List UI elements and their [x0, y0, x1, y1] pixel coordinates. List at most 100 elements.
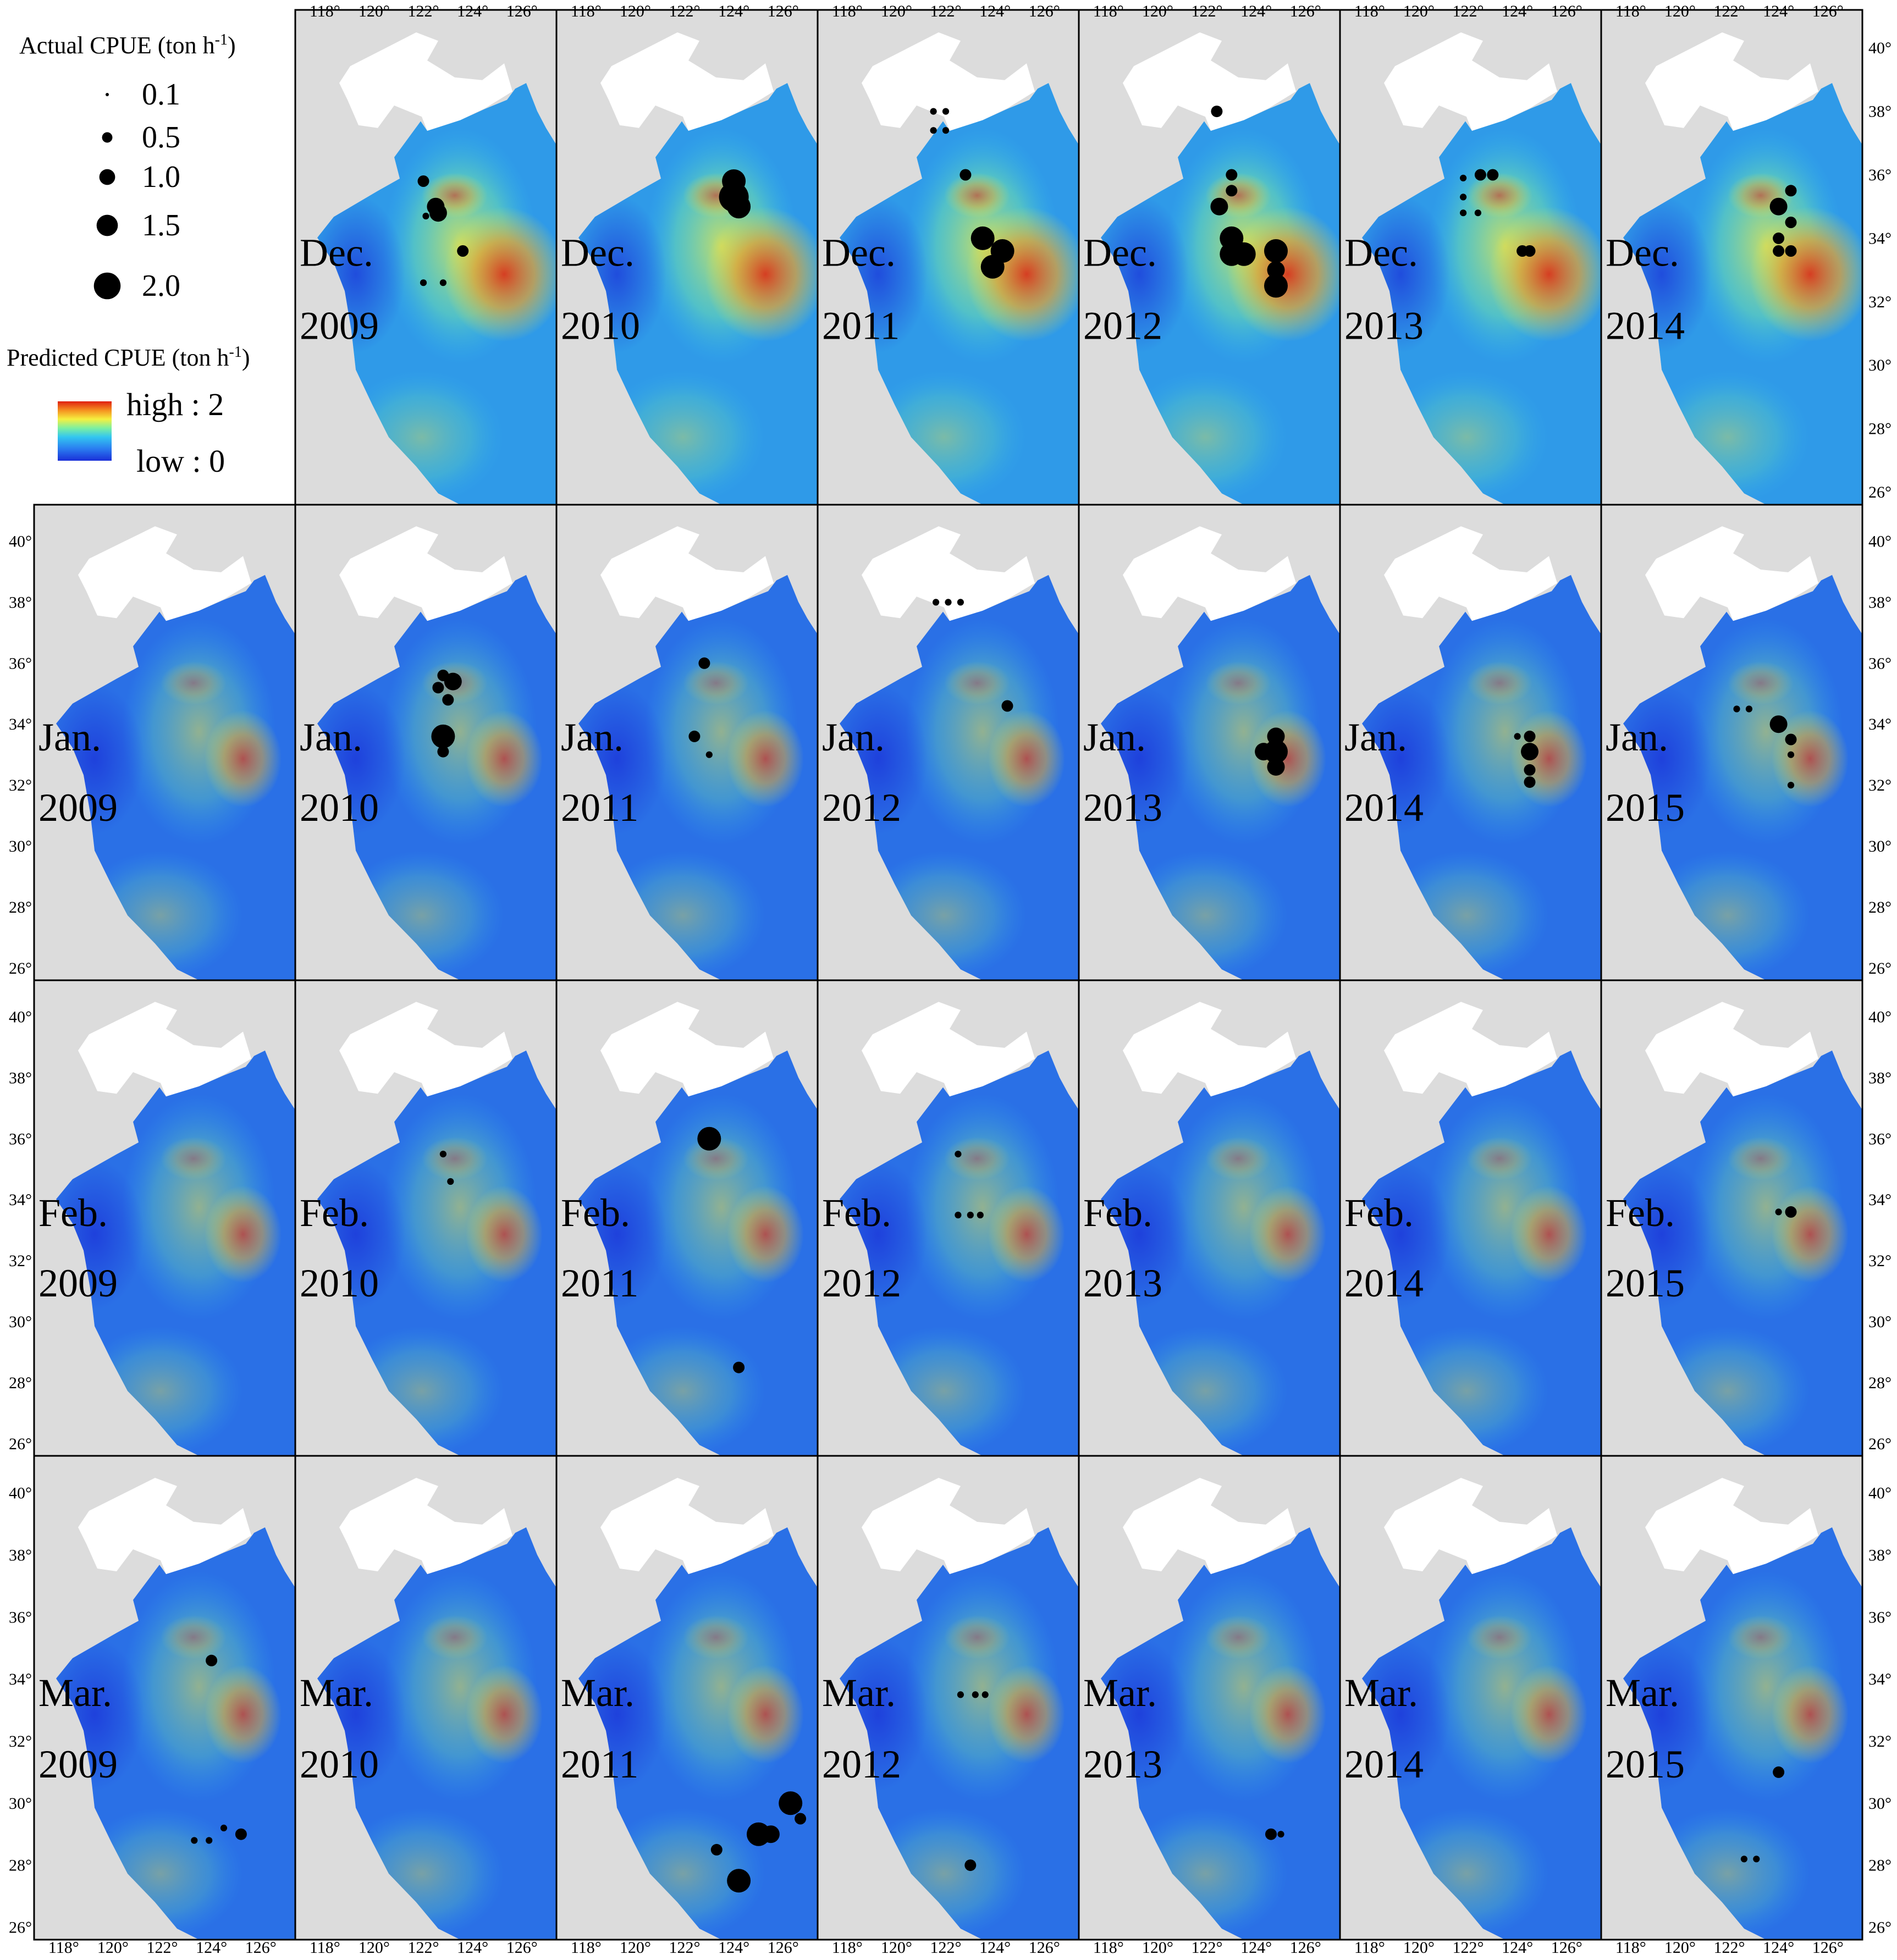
actual-cpue-size-legend: 0.1 0.5 1.0 1.5 2.0	[93, 78, 180, 303]
actual-cpue-point	[1514, 733, 1521, 740]
actual-cpue-point	[942, 127, 950, 134]
lon-tick-label: 122°	[1453, 2, 1484, 20]
lon-tick-label: 122°	[1192, 2, 1223, 20]
lon-tick-label: 122°	[1714, 1939, 1745, 1957]
actual-cpue-point	[1773, 1766, 1785, 1778]
lon-tick-label: 124°	[457, 2, 488, 20]
actual-cpue-point	[964, 1859, 977, 1871]
lat-tick-label: 38°	[1868, 103, 1892, 121]
panel-year-label: 2011	[561, 786, 638, 830]
lon-tick-label: 118°	[310, 2, 340, 20]
lon-tick-label: 126°	[1551, 2, 1582, 20]
lat-tick-label: 36°	[9, 654, 32, 672]
legend-size-label: 1.0	[142, 160, 180, 194]
lon-tick-label: 126°	[1551, 1939, 1582, 1957]
lon-tick-label: 124°	[979, 2, 1011, 20]
lat-tick-label: 28°	[1868, 1857, 1892, 1875]
actual-cpue-point	[698, 657, 710, 669]
panel-year-label: 2014	[1344, 1261, 1424, 1305]
map-panel-jan-2014: Jan. 2014	[1339, 504, 1602, 981]
lon-tick-label: 124°	[1502, 2, 1533, 20]
lon-tick-label: 120°	[620, 2, 651, 20]
colorbar-low-label: low : 0	[136, 443, 225, 479]
lon-tick-label: 120°	[359, 1939, 390, 1957]
map-panel-mar-2013: Mar. 2013	[1078, 1455, 1341, 1941]
lon-tick-label: 118°	[1354, 2, 1385, 20]
actual-cpue-point	[980, 255, 1005, 279]
panel-year-label: 2012	[822, 1261, 901, 1305]
lat-tick-label: 32°	[1868, 1252, 1892, 1270]
lon-tick-label: 118°	[1615, 2, 1646, 20]
actual-cpue-point	[1733, 705, 1740, 713]
lon-tick-label: 122°	[669, 2, 701, 20]
lon-tick-label: 120°	[881, 2, 912, 20]
bohai-no-data	[1384, 1002, 1557, 1097]
lat-tick-label: 40°	[9, 533, 32, 551]
panel-month-label: Feb.	[1344, 1191, 1414, 1235]
actual-cpue-point	[1524, 776, 1536, 788]
lat-tick-label: 32°	[9, 776, 32, 794]
lat-tick-label: 36°	[1868, 1608, 1892, 1626]
map-panel-jan-2013: Jan. 2013	[1078, 504, 1341, 981]
panel-year-label: 2013	[1344, 303, 1424, 347]
panel-month-label: Feb.	[561, 1191, 630, 1235]
panel-year-label: 2013	[1083, 1261, 1162, 1305]
panel-year-label: 2011	[561, 1261, 638, 1305]
lat-tick-label: 34°	[9, 715, 32, 733]
actual-cpue-point	[1773, 232, 1785, 244]
lon-tick-label: 118°	[310, 1939, 340, 1957]
lat-tick-label: 26°	[1868, 1918, 1892, 1936]
lon-tick-label: 118°	[1093, 1939, 1124, 1957]
actual-cpue-point	[1210, 197, 1228, 216]
actual-cpue-point	[1787, 782, 1795, 789]
lat-tick-label: 26°	[9, 1918, 32, 1936]
lon-tick-label: 120°	[97, 1939, 129, 1957]
actual-cpue-point	[1267, 727, 1285, 746]
panel-year-label: 2010	[300, 786, 379, 830]
lat-tick-label: 36°	[9, 1130, 32, 1148]
actual-cpue-point	[710, 1843, 723, 1856]
actual-cpue-point	[206, 1837, 213, 1844]
actual-cpue-point	[1740, 1856, 1747, 1863]
lat-tick-label: 34°	[9, 1670, 32, 1688]
actual-cpue-point	[1769, 715, 1788, 733]
actual-cpue-point	[977, 1211, 984, 1219]
actual-cpue-point	[1267, 261, 1285, 279]
actual-cpue-point	[733, 1361, 745, 1373]
actual-cpue-point	[417, 175, 429, 187]
map-panel-dec-2011: Dec. 2011	[817, 9, 1080, 506]
lon-tick-label: 126°	[768, 2, 799, 20]
lon-tick-label: 124°	[1763, 2, 1794, 20]
lat-tick-label: 28°	[9, 1857, 32, 1875]
panel-year-label: 2013	[1083, 786, 1162, 830]
bohai-no-data	[1645, 526, 1818, 621]
actual-cpue-point	[1524, 764, 1536, 776]
lat-tick-label: 38°	[9, 593, 32, 611]
panel-month-label: Jan.	[1344, 715, 1407, 759]
lon-tick-label: 124°	[718, 1939, 749, 1957]
lat-tick-label: 34°	[9, 1191, 32, 1209]
panel-month-label: Mar.	[1083, 1671, 1157, 1715]
actual-cpue-point	[1521, 743, 1538, 761]
panel-month-label: Mar.	[822, 1671, 896, 1715]
actual-cpue-point	[705, 751, 713, 758]
actual-cpue-point	[727, 195, 751, 219]
lat-tick-label: 36°	[1868, 166, 1892, 184]
lon-tick-label: 118°	[832, 1939, 863, 1957]
map-panel-feb-2014: Feb. 2014	[1339, 979, 1602, 1457]
lat-tick-label: 40°	[1868, 1008, 1892, 1026]
bohai-no-data	[78, 1478, 251, 1574]
panel-month-label: Dec.	[561, 230, 635, 274]
panel-month-label: Feb.	[300, 1191, 369, 1235]
map-panel-jan-2011: Jan. 2011	[555, 504, 819, 981]
map-panel-dec-2013: Dec. 2013	[1339, 9, 1602, 506]
legend: Actual CPUE (ton h-1) 0.1 0.5 1.0 1.5 2.0 Pr…	[7, 31, 250, 479]
colorbar-high-label: high : 2	[126, 387, 224, 422]
panel-month-label: Jan.	[561, 715, 624, 759]
lon-tick-label: 118°	[1615, 1939, 1646, 1957]
lon-tick-label: 124°	[979, 1939, 1011, 1957]
actual-cpue-point	[447, 1178, 454, 1185]
actual-cpue-point	[945, 599, 952, 606]
actual-cpue-point	[1773, 245, 1785, 257]
